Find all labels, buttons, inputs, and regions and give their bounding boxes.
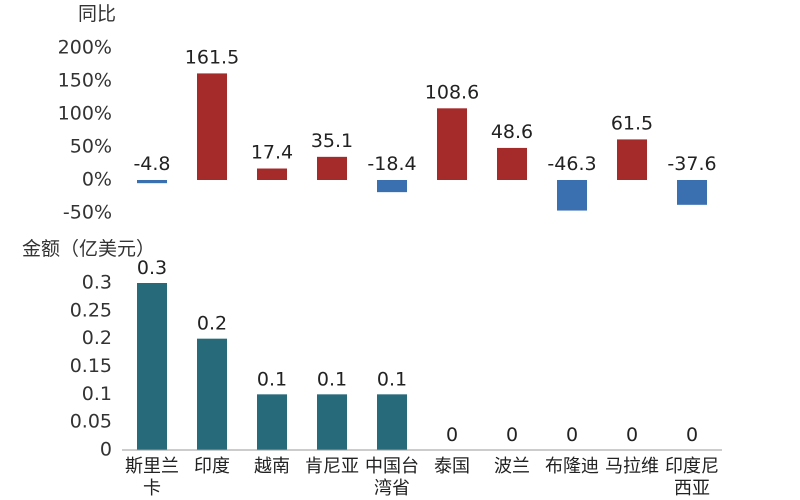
amount-data-labels: 0.3 0.2 0.1 0.1 0.1 0 0 0 0 0 [137, 257, 698, 446]
amount-tick-label: 0.05 [70, 411, 112, 433]
category-label: 泰国 [434, 456, 470, 477]
yoy-bar [257, 168, 287, 180]
amount-data-label: 0.1 [317, 368, 347, 390]
amount-data-label: 0.3 [137, 257, 167, 279]
category-label: 肯尼亚 [305, 456, 359, 477]
yoy-data-label: -4.8 [133, 153, 170, 175]
yoy-data-label: 48.6 [491, 121, 533, 143]
yoy-tick-label: 150% [58, 70, 112, 92]
yoy-bar [557, 180, 587, 211]
yoy-tick-labels: 200% 150% 100% 50% 0% -50% [58, 37, 112, 224]
yoy-bar [677, 180, 707, 205]
yoy-data-label: -46.3 [547, 153, 596, 175]
yoy-bars [137, 73, 707, 211]
yoy-data-label: -37.6 [667, 153, 716, 175]
yoy-bar [437, 108, 467, 180]
yoy-chart: 同比 200% 150% 100% 50% 0% -50% -4.8 161.5 17.4 35… [58, 3, 717, 224]
yoy-tick-label: -50% [63, 202, 112, 224]
yoy-data-label: 61.5 [611, 112, 653, 134]
yoy-bar [497, 147, 527, 180]
amount-data-label: 0 [566, 424, 578, 446]
yoy-axis-title: 同比 [78, 3, 116, 25]
yoy-bar [137, 180, 167, 184]
yoy-bar [377, 180, 407, 193]
yoy-tick-label: 50% [70, 136, 112, 158]
yoy-data-label: 161.5 [185, 46, 239, 68]
amount-tick-label: 0.15 [70, 355, 112, 377]
yoy-data-label: -18.4 [367, 153, 416, 175]
amount-data-label: 0 [506, 424, 518, 446]
amount-bar [377, 394, 407, 450]
amount-tick-labels: 0.3 0.25 0.2 0.15 0.1 0.05 0 [70, 272, 112, 461]
category-label: 布隆迪 [545, 456, 599, 477]
amount-bar [137, 283, 167, 450]
category-label: 印度尼西亚 [665, 456, 719, 499]
amount-tick-label: 0.2 [82, 327, 112, 349]
amount-data-label: 0 [686, 424, 698, 446]
category-label: 波兰 [494, 456, 530, 477]
amount-tick-label: 0.3 [82, 272, 112, 294]
yoy-bar [617, 139, 647, 180]
amount-tick-label: 0 [100, 439, 112, 461]
category-label: 印度 [194, 456, 230, 477]
category-label: 马拉维 [605, 456, 659, 477]
amount-tick-label: 0.1 [82, 383, 112, 405]
amount-chart: 金额（亿美元） 0.3 0.25 0.2 0.15 0.1 0.05 0 0.3 0.2 0.1… [22, 238, 722, 499]
amount-data-label: 0 [446, 424, 458, 446]
yoy-bar [197, 73, 227, 180]
yoy-tick-label: 200% [58, 37, 112, 59]
yoy-data-label: 17.4 [251, 142, 293, 164]
yoy-bar [317, 156, 347, 180]
amount-data-label: 0.1 [257, 368, 287, 390]
amount-bars [137, 283, 407, 450]
yoy-data-label: 35.1 [311, 130, 353, 152]
yoy-tick-label: 0% [82, 169, 112, 191]
amount-bar [317, 394, 347, 450]
yoy-data-labels: -4.8 161.5 17.4 35.1 -18.4 108.6 48.6 -46.3 61.5… [133, 46, 716, 175]
amount-data-label: 0 [626, 424, 638, 446]
amount-data-label: 0.2 [197, 313, 227, 335]
yoy-tick-label: 100% [58, 103, 112, 125]
amount-bar [257, 394, 287, 450]
yoy-data-label: 108.6 [425, 81, 479, 103]
amount-tick-label: 0.25 [70, 299, 112, 321]
category-label: 中国台湾省 [365, 456, 419, 499]
category-label: 越南 [254, 456, 290, 477]
amount-axis-title: 金额（亿美元） [22, 238, 155, 260]
category-label: 斯里兰卡 [125, 456, 179, 499]
amount-data-label: 0.1 [377, 368, 407, 390]
amount-bar [197, 338, 227, 450]
